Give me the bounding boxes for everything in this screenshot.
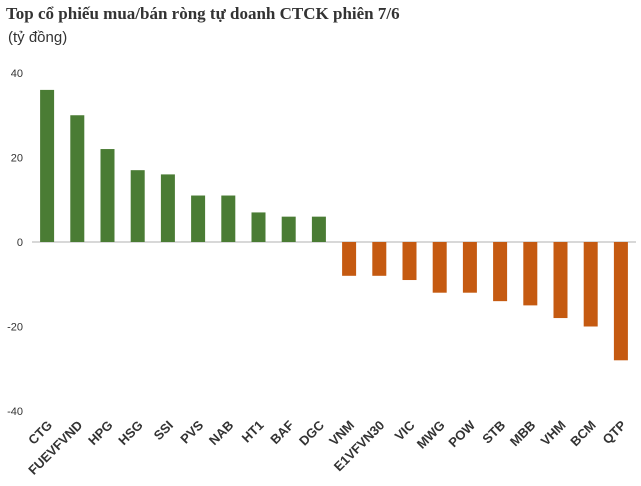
y-tick-label: -20: [7, 322, 23, 334]
y-tick-label: 40: [11, 68, 23, 80]
bar-vnm: [342, 242, 357, 276]
bar-qtp: [613, 242, 628, 361]
category-label: MWG: [414, 418, 448, 452]
bar-e1vfvn30: [372, 242, 387, 276]
category-label: NAB: [206, 418, 237, 449]
bar-hpg: [100, 149, 115, 242]
category-label: MBB: [507, 418, 539, 450]
category-label: DGC: [296, 417, 327, 448]
bar-baf: [281, 216, 296, 242]
bar-vic: [402, 242, 417, 281]
y-tick-label: -40: [7, 406, 23, 418]
bar-fuevfvnd: [70, 115, 85, 242]
y-tick-label: 20: [11, 153, 23, 165]
bar-stb: [493, 242, 508, 302]
bar-nab: [221, 195, 236, 242]
y-tick-label: 0: [17, 237, 23, 249]
chart-subtitle: (tỷ đồng): [8, 29, 68, 46]
category-label: HPG: [85, 418, 116, 449]
bar-ht1: [251, 212, 266, 242]
bar-pvs: [191, 195, 206, 242]
bar-vhm: [553, 242, 568, 319]
category-label: SSI: [151, 418, 176, 443]
category-label: VHM: [538, 418, 569, 449]
chart-title: Top cổ phiếu mua/bán ròng tự doanh CTCK …: [6, 4, 400, 23]
category-label: POW: [445, 417, 478, 450]
category-label: BCM: [567, 418, 599, 450]
bar-dgc: [311, 216, 326, 242]
category-label: STB: [479, 418, 508, 447]
bar-ssi: [160, 174, 175, 242]
category-label: PVS: [177, 417, 206, 446]
bar-mwg: [432, 242, 447, 293]
bar-hsg: [130, 170, 145, 242]
category-label: QTP: [600, 417, 630, 447]
bar-mbb: [523, 242, 538, 306]
category-label: BAF: [267, 417, 297, 447]
bar-pow: [462, 242, 477, 293]
category-label: HT1: [239, 418, 267, 446]
category-label: HSG: [115, 418, 146, 449]
bar-ctg: [40, 89, 55, 243]
bar-bcm: [583, 242, 598, 327]
